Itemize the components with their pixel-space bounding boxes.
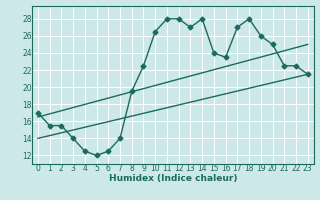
X-axis label: Humidex (Indice chaleur): Humidex (Indice chaleur) (108, 174, 237, 183)
